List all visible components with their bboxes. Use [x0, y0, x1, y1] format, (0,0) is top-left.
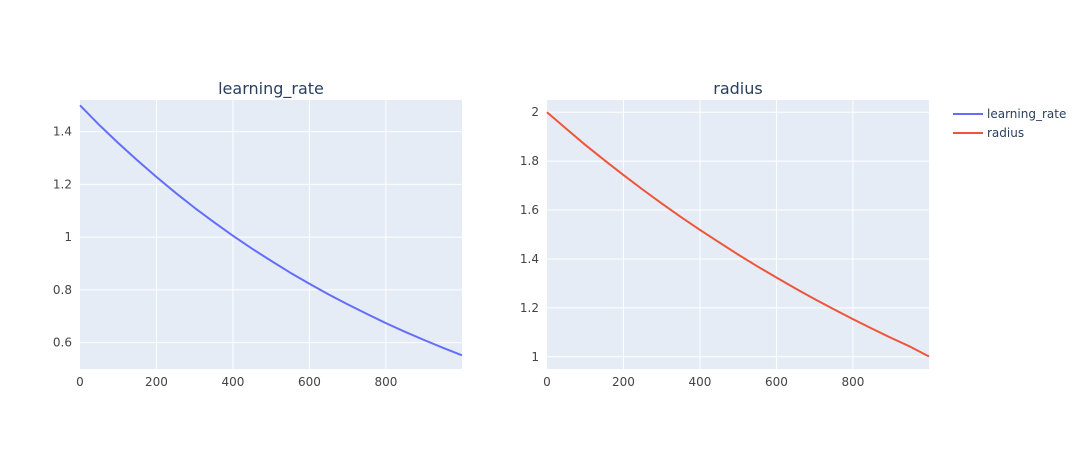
chart1-series-line-learning_rate	[79, 104, 463, 357]
chart2-plot-area	[547, 100, 929, 369]
chart1-x-tick-label: 800	[374, 375, 397, 389]
chart2-y-tick-label: 1.2	[520, 301, 539, 315]
chart1-x-tick-label: 400	[221, 375, 244, 389]
chart2-y-tick-label: 1.6	[520, 203, 539, 217]
chart1-plot-area	[80, 100, 462, 369]
chart2-x-tick-label: 400	[688, 375, 711, 389]
chart1-x-tick-label: 600	[298, 375, 321, 389]
chart2-y-tick-label: 1	[531, 350, 539, 364]
chart1-y-tick-label: 1.4	[53, 125, 72, 139]
chart1-y-tick-label: 1.2	[53, 177, 72, 191]
chart2-x-tick-label: 800	[841, 375, 864, 389]
chart1-y-tick-label: 1	[64, 230, 72, 244]
chart2-x-tick-label: 600	[765, 375, 788, 389]
chart1-x-tick-label: 200	[145, 375, 168, 389]
chart2-series-line-radius	[546, 111, 930, 358]
chart2-title: radius	[713, 79, 762, 98]
legend-label-radius: radius	[987, 126, 1024, 140]
chart2-y-tick-label: 1.4	[520, 252, 539, 266]
legend-label-learning_rate: learning_rate	[987, 107, 1066, 121]
chart2-y-tick-label: 1.8	[520, 154, 539, 168]
chart2-y-tick-label: 2	[531, 105, 539, 119]
chart1-title: learning_rate	[218, 79, 324, 99]
chart1-y-tick-label: 0.8	[53, 283, 72, 297]
chart1-x-tick-label: 0	[76, 375, 84, 389]
chart2-x-tick-label: 200	[612, 375, 635, 389]
chart2-x-tick-label: 0	[543, 375, 551, 389]
chart1-y-tick-label: 0.6	[53, 336, 72, 350]
